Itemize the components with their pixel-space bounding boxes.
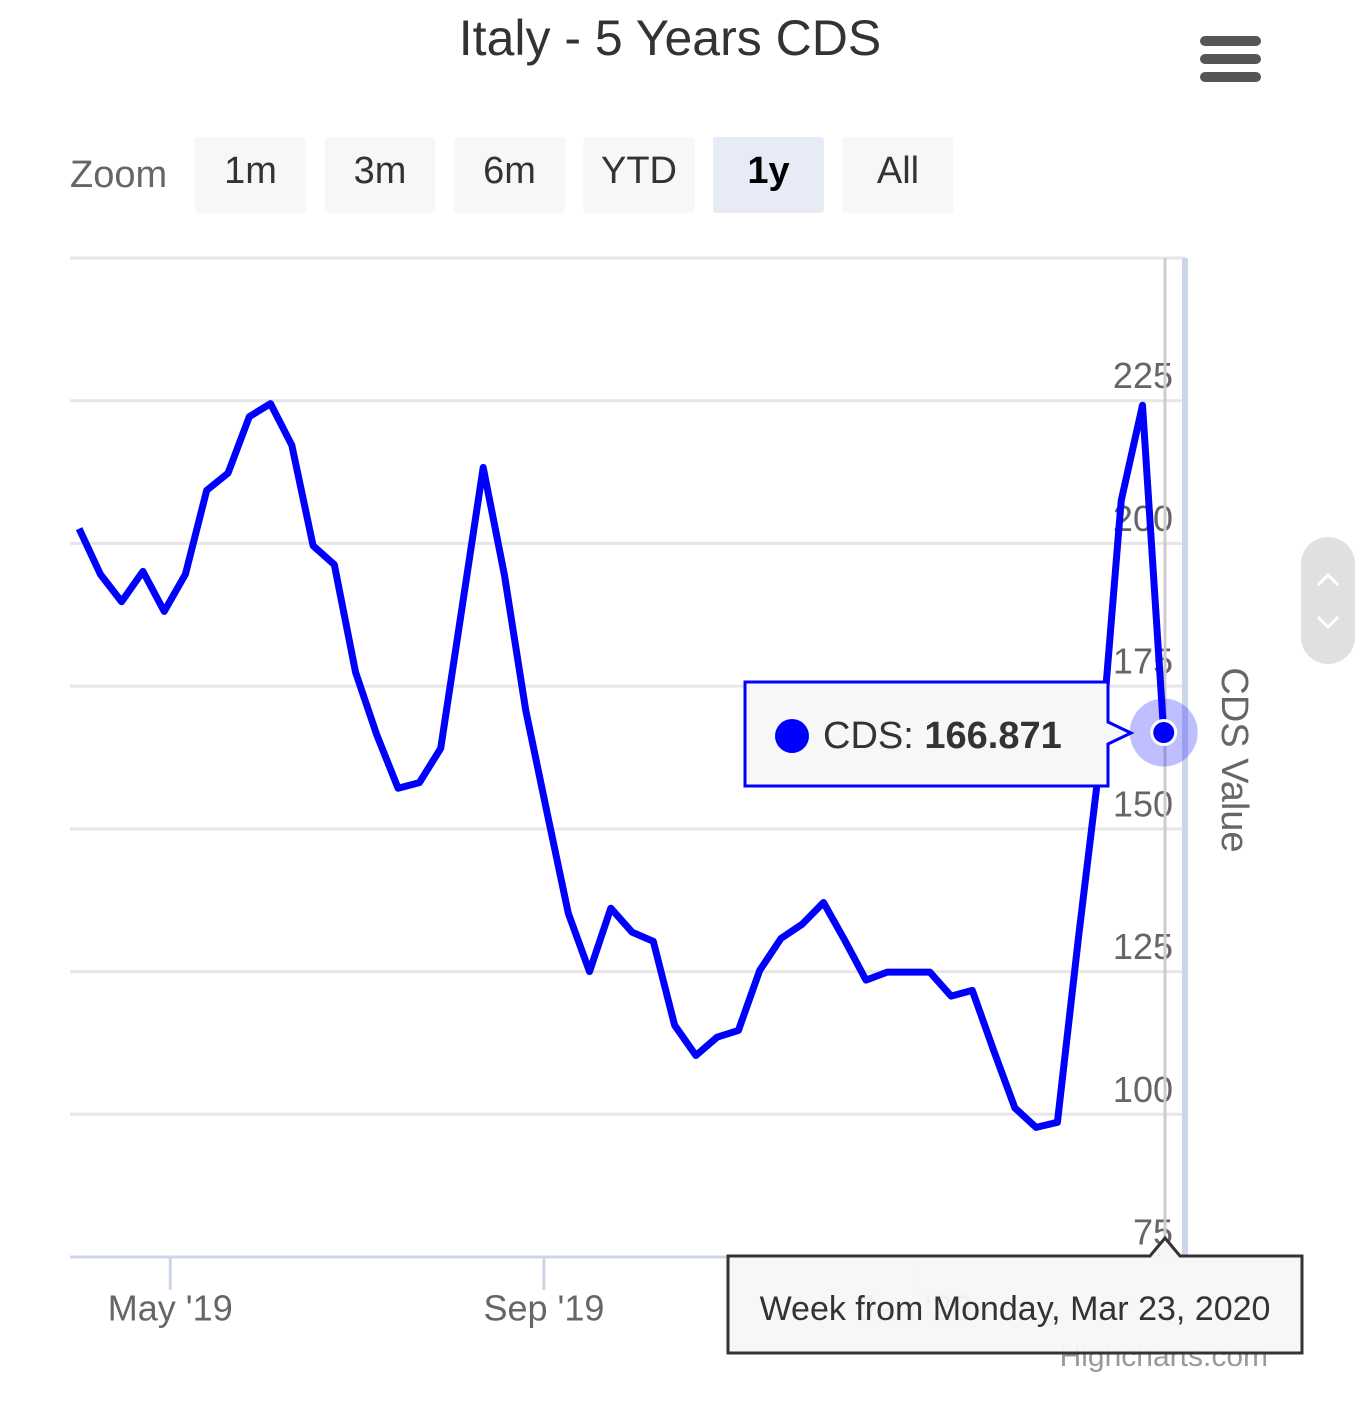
- menu-bar: [1200, 36, 1261, 46]
- y-tick-label: 100: [1113, 1069, 1173, 1110]
- tooltip-marker: [775, 719, 809, 753]
- line-series: [75, 400, 1168, 1131]
- zoom-button-label: 1m: [224, 150, 277, 192]
- zoom-button-bg: [583, 137, 695, 213]
- zoom-buttons: 1m 3m 6m YTD 1y All: [195, 137, 954, 213]
- date-tooltip-text: Week from Monday, Mar 23, 2020: [760, 1290, 1271, 1328]
- zoom-button[interactable]: 6m: [454, 137, 565, 213]
- zoom-button-bg: [195, 137, 306, 213]
- menu-bar: [1200, 72, 1261, 82]
- zoom-button[interactable]: 1m: [195, 137, 306, 213]
- tooltip-text: CDS: 166.871: [823, 715, 1062, 757]
- zoom-button-bg: [713, 137, 824, 213]
- zoom-button[interactable]: All: [842, 137, 954, 213]
- zoom-button-label: 6m: [483, 150, 536, 192]
- zoom-button-label: All: [877, 150, 919, 192]
- scroll-control[interactable]: [1301, 537, 1355, 664]
- hover-point: [1150, 719, 1178, 747]
- scroll-arrows: [1316, 572, 1340, 630]
- tooltips: CDS: 166.871 Week from Monday, Mar 23, 2…: [726, 680, 1304, 1355]
- tooltip-series: CDS: [823, 715, 903, 757]
- tooltip-box: [743, 680, 1135, 788]
- zoom-button-label: 3m: [354, 150, 407, 192]
- chart-title: Italy - 5 Years CDS: [459, 10, 881, 66]
- tooltip-value: 166.871: [924, 715, 1061, 757]
- zoom-button-bg: [842, 137, 954, 213]
- y-tick-label: 125: [1113, 926, 1173, 967]
- zoom-label: Zoom: [70, 154, 167, 196]
- scroll-track: [1301, 537, 1355, 664]
- zoom-button-label: 1y: [747, 150, 789, 192]
- y-tick-label: 150: [1113, 783, 1173, 824]
- zoom-button-bg: [454, 137, 565, 213]
- tooltip-sep: :: [903, 715, 924, 757]
- zoom-button-bg: [324, 137, 436, 213]
- zoom-button-label: YTD: [601, 150, 677, 192]
- zoom-button[interactable]: 3m: [324, 137, 436, 213]
- plot: [75, 400, 1198, 1131]
- zoom-button[interactable]: YTD: [583, 137, 695, 213]
- y-axis-title: CDS Value: [1213, 667, 1255, 852]
- x-tick-label: May '19: [108, 1288, 233, 1329]
- menu-bar: [1200, 54, 1261, 64]
- x-tick-label: Sep '19: [483, 1288, 604, 1329]
- date-tooltip-box: [726, 1235, 1304, 1355]
- y-tick-label: 225: [1113, 355, 1173, 396]
- zoom-button[interactable]: 1y: [713, 137, 824, 213]
- menu-button[interactable]: [1200, 36, 1261, 82]
